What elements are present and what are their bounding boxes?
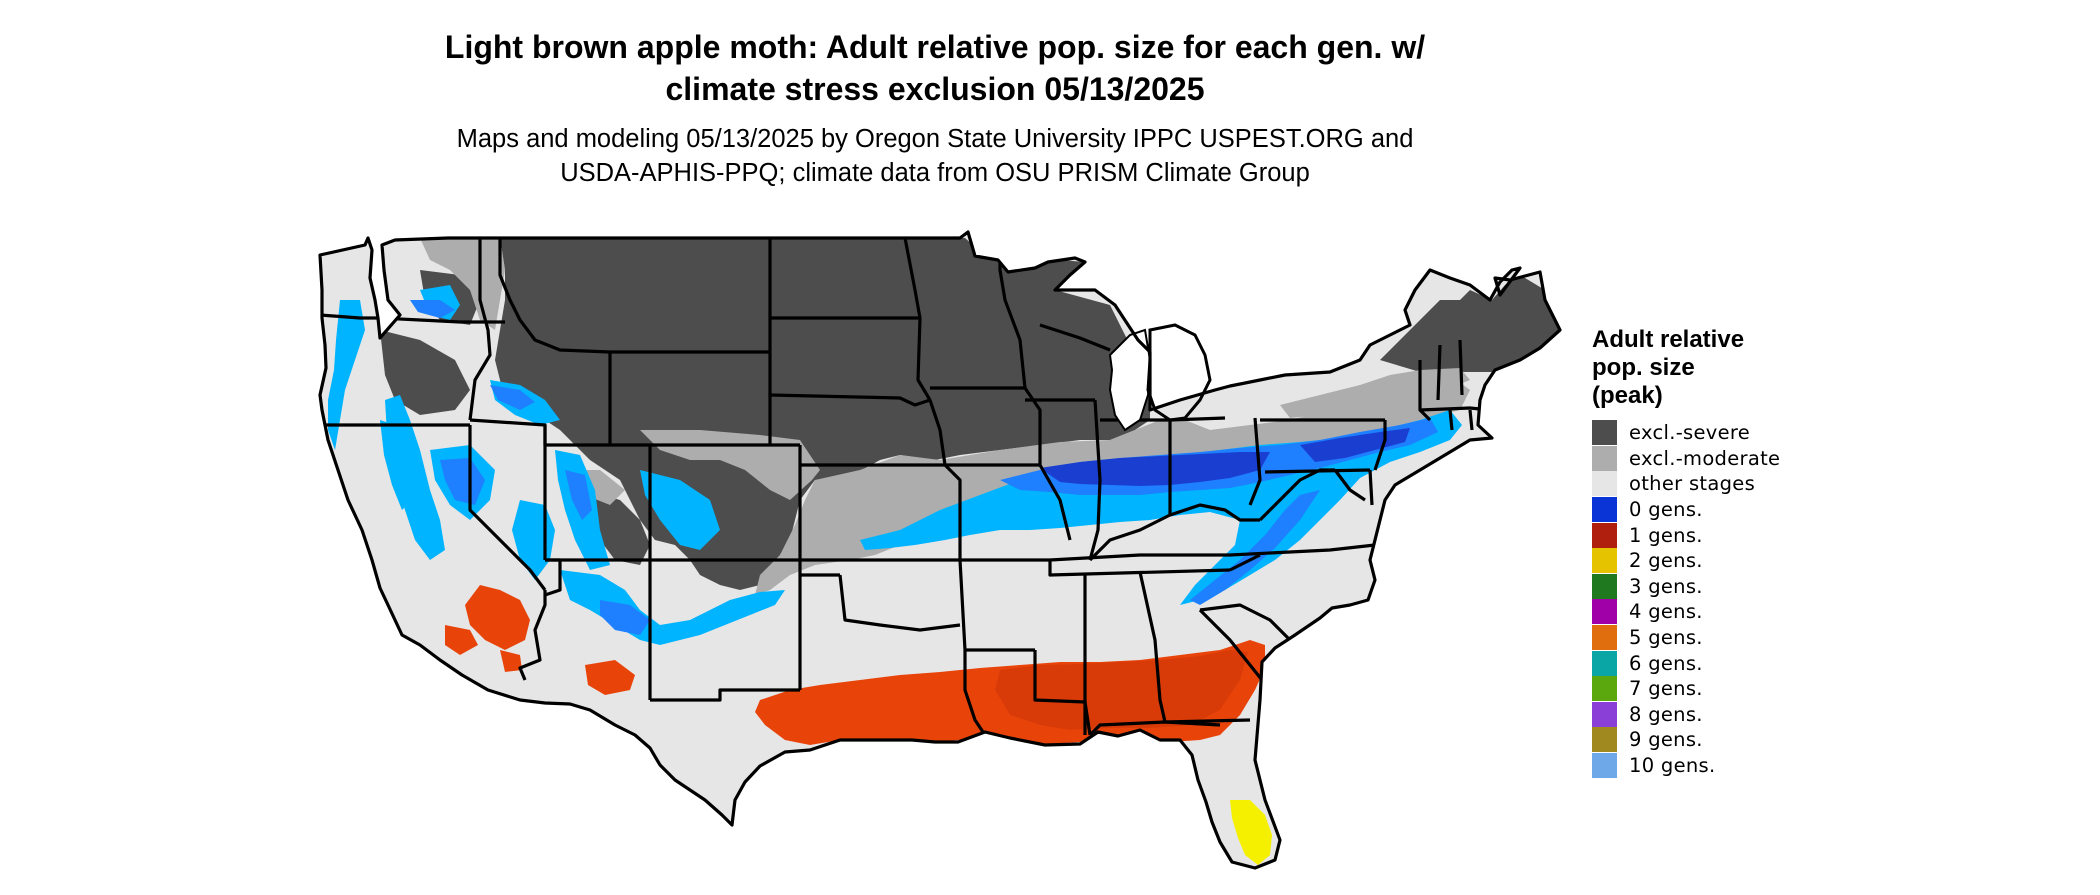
legend-label: 1 gens. — [1629, 523, 1703, 547]
legend-swatch — [1592, 497, 1617, 523]
legend-swatch — [1592, 676, 1617, 702]
legend-swatch — [1592, 753, 1617, 779]
legend-label: 10 gens. — [1629, 754, 1716, 778]
legend-item: 10 gens. — [1592, 753, 1780, 779]
legend-item: 1 gens. — [1592, 522, 1780, 548]
legend-title-line-1: Adult relative — [1592, 326, 1745, 353]
legend-item: 5 gens. — [1592, 625, 1780, 651]
us-map — [318, 230, 1562, 870]
legend: Adult relative pop. size (peak) excl.-se… — [1592, 326, 1781, 779]
legend-item: 3 gens. — [1592, 573, 1780, 600]
legend-swatch — [1592, 727, 1617, 753]
legend-item: 7 gens. — [1592, 676, 1780, 702]
legend-swatch — [1592, 599, 1617, 625]
legend-swatch — [1592, 471, 1617, 497]
legend-swatch — [1592, 701, 1617, 727]
map-subtitle-line-1: Maps and modeling 05/13/2025 by Oregon S… — [456, 125, 1414, 153]
legend-swatch — [1592, 625, 1617, 651]
legend-label: 7 gens. — [1629, 677, 1703, 701]
legend-item: 9 gens. — [1592, 727, 1780, 753]
legend-label: other stages — [1629, 472, 1756, 496]
legend-label: excl.-moderate — [1629, 446, 1781, 470]
legend-label: 0 gens. — [1629, 498, 1703, 522]
legend-swatch — [1592, 445, 1617, 471]
legend-item: other stages — [1592, 471, 1780, 497]
map-subtitle: Maps and modeling 05/13/2025 by Oregon S… — [0, 122, 1870, 190]
legend-item: excl.-severe — [1592, 420, 1780, 446]
legend-swatch — [1592, 522, 1617, 548]
legend-swatch — [1592, 650, 1617, 676]
legend-label: 9 gens. — [1629, 728, 1703, 752]
legend-swatch — [1592, 548, 1617, 574]
legend-swatch — [1592, 420, 1617, 446]
legend-item: 0 gens. — [1592, 497, 1780, 523]
legend-label: 8 gens. — [1629, 702, 1703, 726]
map-subtitle-line-2: USDA-APHIS-PPQ; climate data from OSU PR… — [560, 159, 1310, 187]
legend-item: excl.-moderate — [1592, 445, 1781, 472]
legend-label: 2 gens. — [1629, 549, 1703, 573]
legend-title-line-2: pop. size — [1592, 354, 1695, 381]
legend-label: 3 gens. — [1629, 574, 1703, 598]
legend-swatch — [1592, 573, 1617, 599]
legend-item: 8 gens. — [1592, 701, 1780, 728]
legend-item: 2 gens. — [1592, 548, 1780, 574]
legend-label: 6 gens. — [1629, 651, 1703, 675]
legend-label: excl.-severe — [1629, 421, 1751, 445]
map-title-line-1: Light brown apple moth: Adult relative p… — [444, 29, 1426, 65]
legend-title: Adult relative pop. size (peak) — [1592, 326, 1780, 410]
map-title-line-2: climate stress exclusion 05/13/2025 — [665, 71, 1205, 107]
legend-label: 5 gens. — [1629, 626, 1703, 650]
legend-title-line-3: (peak) — [1592, 382, 1663, 409]
map-title: Light brown apple moth: Adult relative p… — [0, 26, 1870, 110]
legend-item: 6 gens. — [1592, 650, 1780, 676]
legend-items: excl.-severe excl.-moderate other stages 0 … — [1592, 420, 1781, 779]
legend-label: 4 gens. — [1629, 600, 1703, 624]
legend-item: 4 gens. — [1592, 599, 1780, 625]
